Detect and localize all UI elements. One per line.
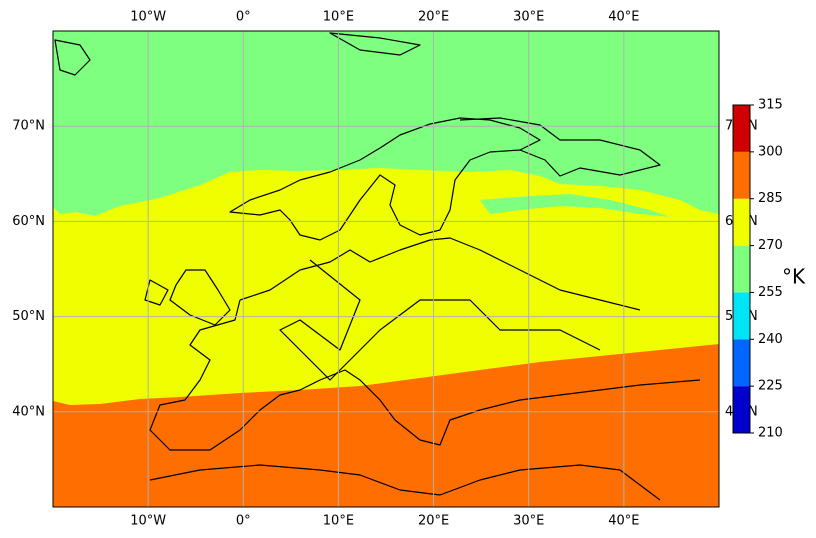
colorbar-segment (733, 105, 750, 152)
coastline (54, 39, 91, 76)
lon-label-bottom: 0° (236, 514, 251, 529)
lon-label-top: 30°E (513, 10, 544, 25)
colorbar-segment (733, 198, 750, 246)
coastline (329, 32, 421, 56)
lon-label-top: 10°W (130, 10, 166, 25)
lat-label-left: 40°N (12, 404, 45, 419)
coastline (229, 117, 541, 241)
colorbar-tick-label: 270 (758, 238, 783, 253)
colorbar-segment (733, 386, 750, 433)
band-285-300 (53, 344, 719, 507)
lon-label-top: 40°E (608, 10, 639, 25)
colorbar-segment (733, 151, 750, 199)
lat-label-left: 70°N (12, 119, 45, 134)
coastline (279, 259, 601, 381)
colorbar-tick-label: 210 (758, 426, 783, 441)
coastline (239, 237, 641, 311)
colorbar-tick-label: 240 (758, 332, 783, 347)
colorbar-tick-label: 225 (758, 379, 783, 394)
colorbar-frame (732, 104, 751, 434)
lat-label-left: 60°N (12, 214, 45, 229)
lon-label-top: 10°E (323, 10, 354, 25)
map-frame (52, 30, 720, 508)
lon-label-bottom: 10°W (130, 514, 166, 529)
coastline (169, 269, 231, 326)
lon-label-bottom: 40°E (608, 514, 639, 529)
map-area (53, 31, 719, 507)
lon-label-top: 0° (236, 10, 251, 25)
lon-label-top: 20°E (418, 10, 449, 25)
lon-label-bottom: 20°E (418, 514, 449, 529)
colorbar-segment (733, 339, 750, 387)
coastline (459, 117, 661, 177)
colorbar-tick-label: 315 (758, 98, 783, 113)
colorbar: 210 225 240 255 270 285 300 315 °K (732, 98, 806, 441)
coastline (149, 464, 661, 501)
lat-label-left: 50°N (12, 309, 45, 324)
coastline (149, 299, 701, 451)
colorbar-segment (733, 292, 750, 340)
lon-label-bottom: 30°E (513, 514, 544, 529)
colorbar-tick-label: 285 (758, 191, 783, 206)
colorbar-label: °K (782, 265, 806, 289)
colorbar-segment (733, 245, 750, 293)
band-270-285 (480, 194, 670, 217)
coastline (144, 279, 169, 306)
colorbar-tick-label: 255 (758, 285, 783, 300)
lon-label-bottom: 10°E (323, 514, 354, 529)
colorbar-tick-label: 300 (758, 144, 783, 159)
